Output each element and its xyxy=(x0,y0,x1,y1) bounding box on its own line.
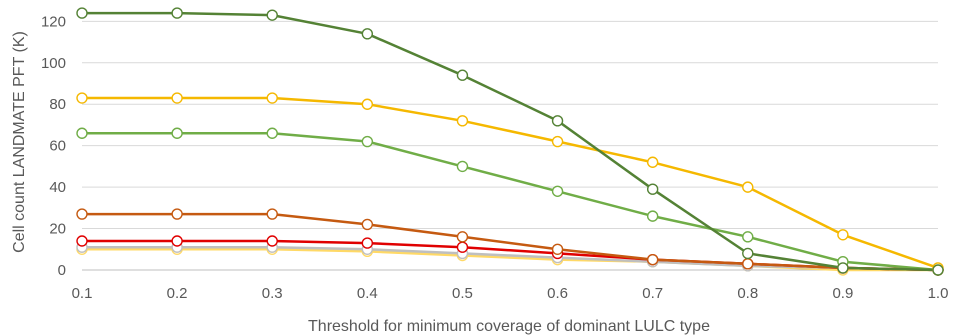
data-point xyxy=(646,183,659,195)
data-point xyxy=(837,229,849,241)
data-point xyxy=(266,127,278,139)
x-tick-label: 0.2 xyxy=(167,285,188,302)
data-point xyxy=(646,210,659,222)
series-line xyxy=(80,212,940,272)
data-point xyxy=(456,69,469,81)
x-tick-label: 0.1 xyxy=(72,285,93,302)
data-point xyxy=(171,235,183,247)
data-point xyxy=(361,237,374,249)
data-point xyxy=(551,115,564,127)
data-point xyxy=(76,208,88,220)
data-point xyxy=(171,127,183,139)
x-tick-label: 0.6 xyxy=(547,285,568,302)
series-line xyxy=(80,96,940,270)
data-point xyxy=(742,231,754,243)
data-point xyxy=(76,7,88,19)
data-point xyxy=(266,235,278,247)
series-lines xyxy=(80,11,940,272)
data-point xyxy=(361,28,374,40)
data-point xyxy=(742,247,754,260)
data-point xyxy=(932,264,944,276)
data-point xyxy=(266,92,278,104)
x-axis-title: Threshold for minimum coverage of domina… xyxy=(308,318,710,335)
y-tick-label: 0 xyxy=(58,262,66,279)
y-tick-label: 120 xyxy=(41,13,66,30)
x-tick-label: 1.0 xyxy=(928,285,949,302)
data-point xyxy=(742,181,754,193)
series-markers xyxy=(76,7,944,276)
data-point xyxy=(456,241,469,253)
data-point xyxy=(551,185,564,197)
data-point xyxy=(361,98,374,110)
x-tick-label: 0.8 xyxy=(737,285,758,302)
y-tick-label: 40 xyxy=(49,179,66,196)
y-tick-label: 20 xyxy=(49,221,66,238)
x-tick-label: 0.4 xyxy=(357,285,378,302)
y-tick-label: 60 xyxy=(49,138,66,155)
data-point xyxy=(456,115,469,127)
data-point xyxy=(551,243,564,255)
data-point xyxy=(456,231,469,243)
data-point xyxy=(266,208,278,220)
data-point xyxy=(76,235,88,247)
x-tick-label: 0.3 xyxy=(262,285,283,302)
data-point xyxy=(171,208,183,220)
x-tick-label: 0.9 xyxy=(832,285,853,302)
data-point xyxy=(456,160,469,173)
data-point xyxy=(76,92,88,104)
data-point xyxy=(646,156,659,168)
data-point xyxy=(171,7,183,19)
y-axis-ticks: 0 20 40 60 80 100 120 xyxy=(41,13,66,279)
data-point xyxy=(837,262,849,274)
y-axis-title: Cell count LANDMATE PFT (K) xyxy=(11,31,28,253)
x-axis-ticks: 0.1 0.2 0.3 0.4 0.5 0.6 0.7 0.8 0.9 1.0 xyxy=(72,285,949,302)
data-point xyxy=(742,258,754,270)
data-point xyxy=(171,92,183,104)
data-point xyxy=(361,218,374,231)
series-line xyxy=(80,11,940,272)
y-tick-label: 80 xyxy=(49,96,66,113)
data-point xyxy=(361,135,374,148)
data-point xyxy=(76,127,88,139)
data-point xyxy=(551,135,564,148)
x-tick-label: 0.7 xyxy=(642,285,663,302)
data-point xyxy=(266,9,278,21)
data-point xyxy=(646,253,659,266)
gridlines xyxy=(82,20,938,271)
y-tick-label: 100 xyxy=(41,55,66,72)
x-tick-label: 0.5 xyxy=(452,285,473,302)
series-line xyxy=(80,131,940,272)
